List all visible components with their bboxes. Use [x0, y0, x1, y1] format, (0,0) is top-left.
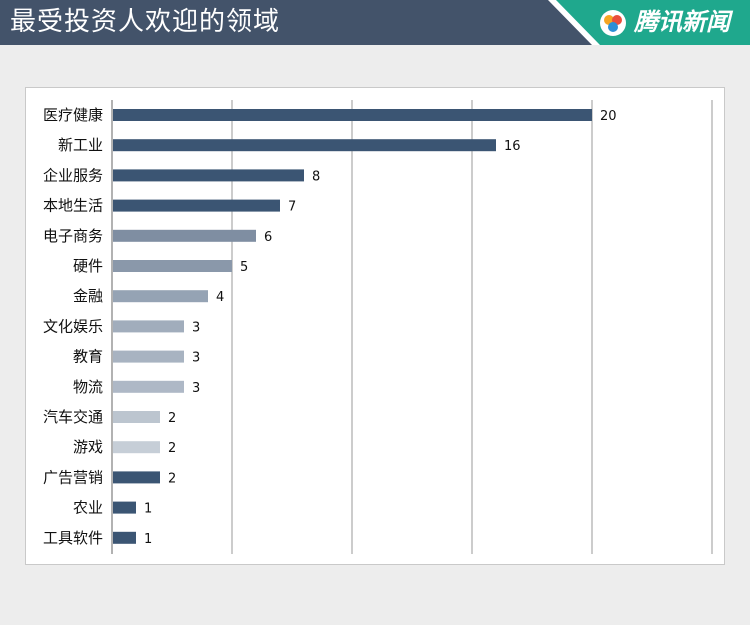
value-label: 2	[168, 471, 176, 486]
brand-panel-fill	[556, 0, 750, 45]
value-label: 3	[192, 381, 200, 396]
bar	[113, 229, 256, 242]
bar	[113, 199, 280, 212]
category-label: 新工业	[58, 136, 103, 154]
brand-panel: 腾讯新闻	[0, 0, 750, 45]
brand-name: 腾讯新闻	[634, 8, 730, 36]
bar	[113, 109, 592, 121]
category-label: 硬件	[73, 257, 103, 275]
bar	[113, 320, 184, 333]
value-label: 2	[168, 441, 176, 456]
bar-layer	[113, 109, 592, 544]
category-label: 汽车交通	[43, 408, 103, 426]
bar-chart: 医疗健康 20 新工业 16 企业服务 8 本地生活 7 电子商务 6 硬件 5 金融 4 文化娱乐 3 教育 3…	[43, 100, 713, 554]
bar	[113, 139, 496, 152]
value-label: 1	[144, 532, 152, 547]
label-layer: 医疗健康 20 新工业 16 企业服务 8 本地生活 7 电子商务 6 硬件 5 金融 4 文化娱乐 3 教育 3…	[43, 106, 617, 547]
bar	[113, 441, 160, 454]
category-label: 企业服务	[43, 166, 103, 184]
bar	[113, 471, 160, 484]
value-label: 3	[192, 320, 200, 335]
bar	[113, 531, 136, 544]
category-label: 物流	[73, 378, 103, 396]
bar	[113, 169, 304, 182]
page-title: 最受投资人欢迎的领域	[10, 7, 281, 37]
category-label: 文化娱乐	[43, 317, 103, 335]
grid-layer	[111, 100, 713, 554]
value-label: 2	[168, 411, 176, 426]
value-label: 3	[192, 351, 200, 366]
value-label: 5	[240, 260, 248, 275]
category-label: 本地生活	[43, 197, 103, 215]
bar	[113, 411, 160, 423]
chart-frame: 医疗健康 20 新工业 16 企业服务 8 本地生活 7 电子商务 6 硬件 5 金融 4 文化娱乐 3 教育 3…	[25, 87, 725, 565]
tencent-news-logo-icon	[600, 10, 626, 36]
category-label: 电子商务	[43, 227, 103, 245]
bar	[113, 380, 184, 393]
bar	[113, 290, 208, 303]
category-label: 医疗健康	[43, 106, 103, 124]
bar	[113, 260, 232, 272]
bar	[113, 350, 184, 363]
brand-panel-shape	[548, 0, 750, 45]
category-label: 游戏	[73, 438, 103, 456]
value-label: 7	[288, 200, 296, 215]
value-label: 20	[600, 109, 617, 124]
value-label: 16	[504, 139, 521, 154]
bar	[113, 501, 136, 514]
category-label: 金融	[73, 287, 103, 305]
category-label: 工具软件	[43, 529, 103, 547]
category-label: 农业	[73, 499, 103, 517]
value-label: 1	[144, 502, 152, 517]
category-label: 教育	[73, 348, 103, 366]
category-label: 广告营销	[43, 468, 103, 486]
value-label: 8	[312, 169, 320, 184]
value-label: 6	[264, 230, 272, 245]
value-label: 4	[216, 290, 224, 305]
